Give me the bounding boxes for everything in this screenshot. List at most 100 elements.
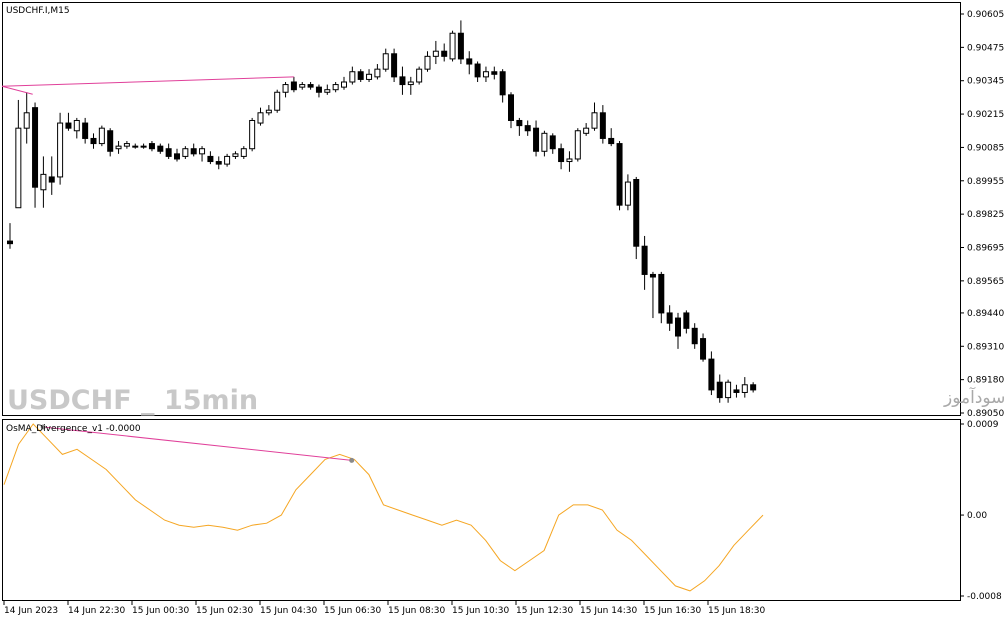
price-tick-label: 0.90085 [967, 143, 1004, 153]
candle [366, 69, 373, 82]
candle [457, 20, 464, 65]
candle [315, 84, 322, 98]
candle-body [533, 127, 540, 152]
candle-body [691, 327, 698, 345]
candle [182, 146, 189, 159]
indicator-panel-frame [2, 419, 961, 601]
candle [441, 43, 448, 62]
price-plot-area[interactable] [1, 20, 757, 403]
candle [591, 102, 598, 131]
candle-body [541, 132, 548, 152]
price-tick-label: 0.89180 [967, 376, 1004, 386]
candle-body [115, 145, 122, 150]
time-tick-label: 15 Jun 00:30 [132, 606, 189, 616]
candle-body [299, 84, 306, 88]
candle [750, 382, 757, 393]
candle [700, 333, 707, 362]
candle-body [341, 81, 347, 88]
candle-body [416, 68, 423, 83]
osma-line [3, 423, 764, 592]
candle-body [190, 148, 197, 155]
price-tick-label: 0.89440 [967, 309, 1004, 319]
candle [15, 99, 22, 209]
time-tick-label: 15 Jun 14:30 [580, 606, 637, 616]
candle [174, 148, 180, 162]
candle-body [307, 84, 314, 88]
candle [57, 112, 64, 185]
price-tick-label: 0.89050 [967, 409, 1004, 419]
candle-body [224, 155, 231, 165]
candle-body [48, 176, 55, 183]
candle [73, 117, 80, 139]
candle [215, 156, 222, 170]
candle [265, 105, 272, 116]
candle [299, 81, 306, 90]
candle-body [157, 145, 164, 152]
candle [357, 69, 364, 82]
candle [741, 377, 748, 398]
indicator-label: OsMA_Divergence_v1 -0.0000 [6, 424, 141, 434]
osma-plot-area[interactable] [3, 423, 764, 592]
candle [608, 128, 615, 147]
candle-body [641, 245, 648, 275]
candle-body [140, 145, 147, 148]
candle-body [132, 145, 139, 148]
candle-body [457, 32, 464, 60]
candle-body [123, 143, 130, 147]
candle-body [15, 127, 22, 209]
candle [32, 102, 39, 208]
candle-body [357, 71, 364, 80]
candle-body [349, 71, 356, 83]
candle [449, 30, 456, 62]
candle [508, 92, 514, 129]
candle [257, 107, 264, 126]
candle-body [708, 358, 715, 391]
price-divergence-line-start [1, 85, 33, 95]
candle-body [82, 122, 89, 139]
candle-body [449, 32, 456, 60]
time-tick-label: 15 Jun 10:30 [452, 606, 509, 616]
candle-body [666, 312, 673, 324]
price-tick-label: 0.89695 [967, 243, 1004, 253]
candle-body [591, 112, 598, 129]
candle-body [399, 76, 406, 86]
candle-body [700, 338, 707, 360]
candle [123, 141, 130, 149]
value-tick-label: 0.0009 [967, 420, 999, 430]
candle [716, 374, 723, 403]
candle-body [199, 148, 206, 155]
candle-body [207, 155, 214, 163]
candle-body [683, 312, 690, 329]
candle [416, 66, 423, 85]
candle-body [274, 91, 281, 111]
candle-body [391, 53, 398, 78]
candle [82, 117, 89, 144]
price-axis: 0.90605 0.90475 0.90345 0.90215 0.90085 0.899… [960, 10, 1004, 419]
candle [466, 51, 473, 75]
candle-body [98, 127, 105, 145]
candle-body [174, 153, 180, 160]
candle-body [725, 381, 732, 399]
time-tick-label: 14 Jun 22:30 [68, 606, 125, 616]
candle-body [182, 148, 189, 157]
candle-body [382, 53, 389, 70]
time-tick-label: 15 Jun 08:30 [388, 606, 445, 616]
candle-body [240, 148, 247, 157]
divergence-point [40, 424, 46, 430]
candle-body [558, 148, 565, 163]
candle [140, 143, 147, 149]
candle-body [366, 73, 373, 80]
candle [675, 312, 681, 349]
candle [374, 64, 381, 80]
candle [90, 133, 97, 149]
candle [549, 133, 556, 154]
candle-body [675, 317, 681, 337]
time-tick-label: 14 Jun 2023 [4, 606, 58, 616]
candle-body [649, 273, 656, 278]
candle-body [257, 112, 264, 124]
candle [232, 151, 239, 159]
candle-body [315, 86, 322, 93]
candle [382, 48, 389, 72]
candle [616, 141, 623, 211]
